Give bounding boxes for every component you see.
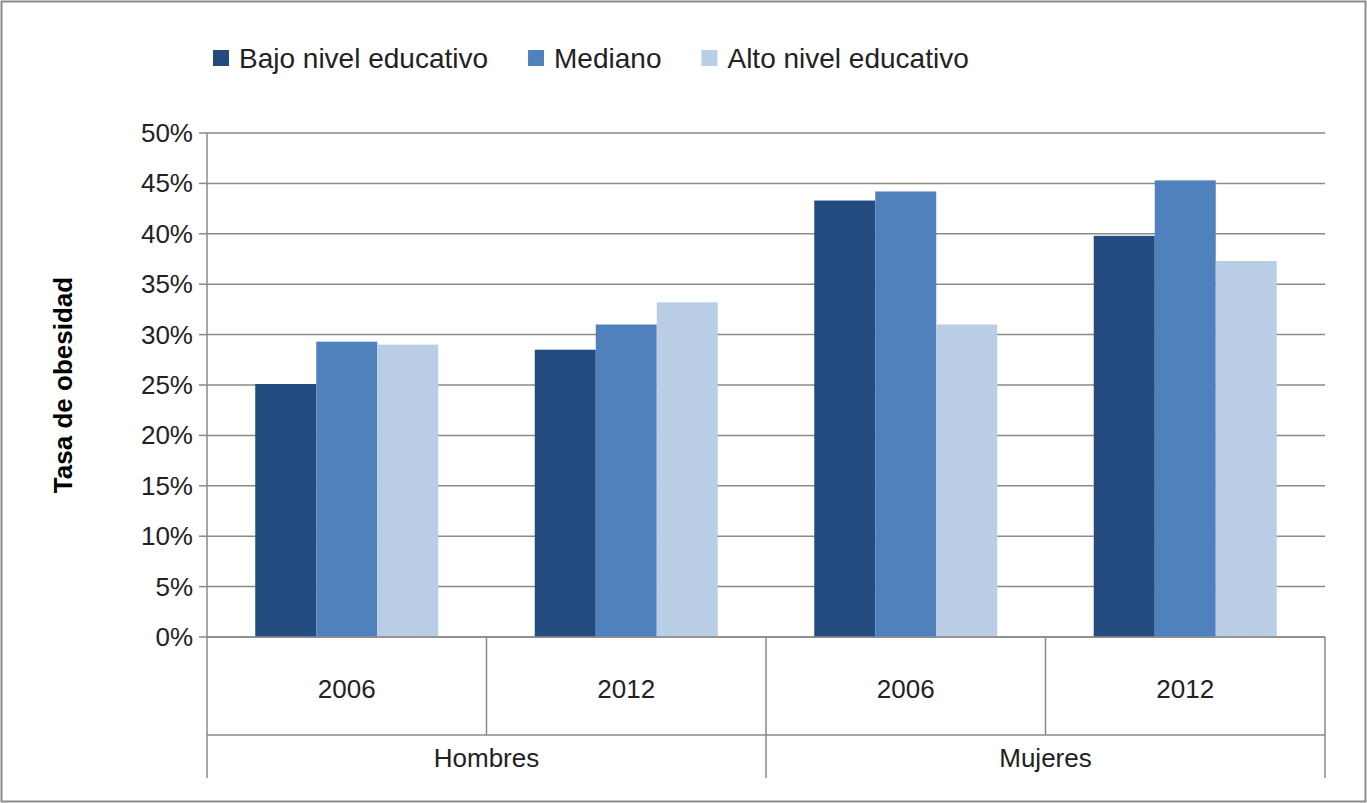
- category-separator: [765, 637, 767, 778]
- y-tick-label: 45%: [141, 168, 193, 198]
- category-separator: [1324, 637, 1326, 778]
- grid-line: [207, 132, 1325, 134]
- y-tick-label: 35%: [141, 269, 193, 299]
- y-tick-label: 10%: [141, 521, 193, 551]
- y-tick-label: 15%: [141, 471, 193, 501]
- y-tick: [199, 132, 207, 134]
- bar: [1216, 261, 1277, 637]
- y-tick-label: 30%: [141, 320, 193, 350]
- y-tick-label: 20%: [141, 420, 193, 450]
- category-separator: [486, 637, 488, 735]
- y-axis: [206, 133, 208, 637]
- y-tick: [199, 485, 207, 487]
- y-tick-label: 50%: [141, 118, 193, 148]
- y-tick-label: 0%: [155, 622, 193, 652]
- y-tick: [199, 535, 207, 537]
- legend-swatch: [213, 50, 229, 66]
- bars: [255, 180, 1277, 637]
- bar: [1094, 236, 1155, 637]
- bar: [1155, 180, 1216, 637]
- legend-label: Mediano: [554, 43, 661, 74]
- bar: [316, 342, 377, 637]
- group-label: Mujeres: [999, 743, 1091, 773]
- bar: [875, 191, 936, 637]
- y-tick-label: 25%: [141, 370, 193, 400]
- bar: [535, 350, 596, 637]
- group-divider: [207, 734, 1325, 736]
- y-tick: [199, 586, 207, 588]
- y-tick: [199, 384, 207, 386]
- y-axis-title: Tasa de obesidad: [48, 277, 78, 493]
- group-label: Hombres: [434, 743, 539, 773]
- y-tick-label: 40%: [141, 219, 193, 249]
- y-tick: [199, 636, 207, 638]
- y-tick: [199, 435, 207, 437]
- y-tick: [199, 233, 207, 235]
- chart: 0% 5% 10% 15% 20% 25% 30% 35% 40% 45% 50% Tasa de o…: [0, 0, 1367, 803]
- legend-label: Bajo nivel educativo: [239, 43, 488, 74]
- bar: [377, 345, 438, 637]
- y-tick: [199, 283, 207, 285]
- legend-swatch: [528, 50, 544, 66]
- bar: [936, 325, 997, 637]
- bar: [657, 302, 718, 637]
- legend-swatch: [701, 50, 717, 66]
- legend-label: Alto nivel educativo: [727, 43, 968, 74]
- bar: [255, 384, 316, 637]
- x-tick-label: 2006: [318, 674, 376, 704]
- x-tick-label: 2012: [1156, 674, 1214, 704]
- category-separator: [206, 637, 208, 778]
- y-tick: [199, 183, 207, 185]
- category-separator: [1045, 637, 1047, 735]
- y-tick: [199, 334, 207, 336]
- legend: Bajo nivel educativo Mediano Alto nivel ed…: [213, 43, 969, 74]
- bar: [814, 201, 875, 637]
- x-tick-label: 2012: [597, 674, 655, 704]
- chart-frame: [2, 2, 1366, 802]
- bar: [596, 325, 657, 637]
- x-tick-label: 2006: [877, 674, 935, 704]
- y-tick-label: 5%: [155, 572, 193, 602]
